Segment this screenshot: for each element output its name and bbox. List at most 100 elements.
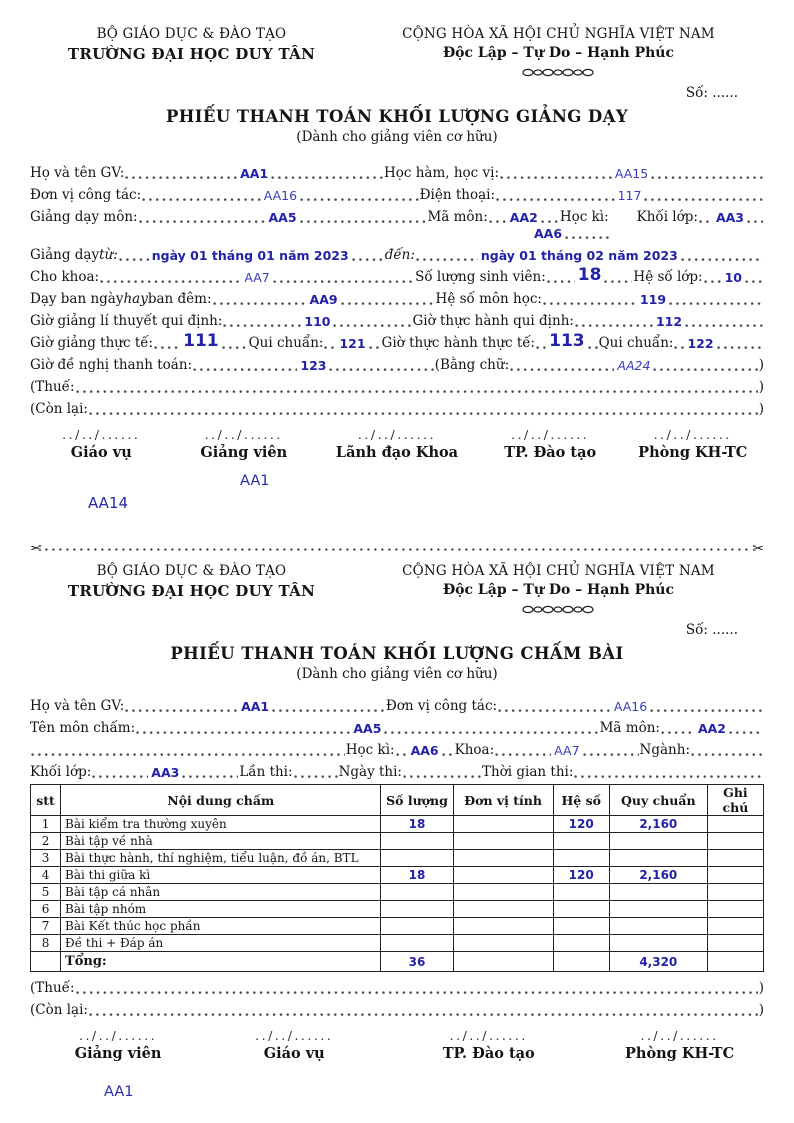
- cell-note: [706, 900, 765, 918]
- cell-note: [706, 832, 765, 850]
- dots-leader: [574, 768, 763, 780]
- dots-leader: [333, 317, 412, 329]
- cell-quantity: [380, 934, 454, 952]
- table-row: 7 Bài Kết thúc học phần: [29, 917, 765, 935]
- dots-leader: [88, 405, 758, 417]
- cell-stt: 2: [29, 832, 62, 850]
- field-value: AA5: [353, 721, 382, 736]
- form-line: Giờ giảng lí thuyết qui định: 110 Giờ thực…: [30, 307, 764, 329]
- cell-coefficient: [552, 849, 610, 867]
- cell-unit: [452, 815, 554, 833]
- signature-role-label: Giảng viên: [74, 1045, 162, 1062]
- field-label: Hệ số môn học:: [435, 291, 542, 307]
- signature-cell: ../../...... Giáo vụ: [206, 1028, 382, 1062]
- cell-stt: 1: [29, 815, 62, 833]
- form-line: (Thuế:): [30, 373, 764, 395]
- field-value: AA3: [715, 210, 744, 225]
- dots-leader: [293, 768, 338, 780]
- field-label: Mã môn:: [427, 209, 488, 225]
- dots-leader: [368, 339, 381, 351]
- field-value: 122: [687, 336, 714, 351]
- header-section2: BỘ GIÁO DỤC & ĐÀO TẠO TRƯỜNG ĐẠI HỌC DUY…: [30, 563, 764, 618]
- field-label: Thời gian thi:: [481, 764, 574, 780]
- form1-signature-row: ../../...... Giáo vụ ../../...... Giảng viê…: [30, 427, 764, 461]
- dots-leader: [604, 273, 633, 285]
- cell-content: Bài thực hành, thí nghiệm, tiểu luận, đồ…: [60, 849, 382, 867]
- signature-cell: ../../...... Giảng viên: [173, 427, 316, 461]
- cut-dotted-line: [44, 547, 750, 551]
- dots-leader: [351, 251, 384, 263]
- dots-leader: [193, 361, 298, 373]
- dots-leader: [540, 213, 559, 225]
- field-label: Giảng dạy: [30, 247, 100, 263]
- form-line: AA6: [30, 225, 764, 241]
- dots-leader: [660, 724, 695, 736]
- field-label: Ngành:: [639, 742, 690, 758]
- field-value: AA9: [309, 292, 338, 307]
- dots-leader: [92, 768, 149, 780]
- cell-quantity: [380, 849, 454, 867]
- cell-content: Bài tập về nhà: [60, 832, 382, 850]
- signature-role-label: Phòng KH-TC: [638, 444, 748, 461]
- signature-date-placeholder: ../../......: [640, 1028, 719, 1043]
- form-line: (Còn lại:): [30, 996, 764, 1018]
- grading-table-body: 1 Bài kiểm tra thường xuyên 18 120 2,160 2 Bài…: [29, 815, 765, 972]
- dots-leader: [674, 339, 685, 351]
- field-label: Hệ số lớp:: [633, 269, 703, 285]
- dots-leader: [324, 339, 337, 351]
- field-value: 111: [183, 331, 219, 351]
- field-value: 117: [617, 188, 642, 203]
- field-label: Ngày thi:: [338, 764, 402, 780]
- cell-unit: [452, 866, 554, 884]
- cell-quantity: [380, 832, 454, 850]
- chain-divider-icon: [353, 65, 764, 81]
- signature-date-placeholder: ../../......: [204, 427, 283, 442]
- cell-stt: 4: [29, 866, 62, 884]
- dots-leader: [669, 295, 763, 307]
- form-line: Họ và tên GV: AA1 Đơn vị công tác: AA16: [30, 692, 764, 714]
- signature-role-label: Giáo vụ: [70, 444, 132, 461]
- field-value: AA7: [554, 743, 580, 758]
- dots-leader: [75, 383, 758, 395]
- cell-unit: [452, 917, 554, 935]
- cell-standard: [608, 917, 708, 935]
- cell-coefficient: [552, 934, 610, 952]
- signature-date-placeholder: ../../......: [255, 1028, 334, 1043]
- grading-table: stt Nội dung chấm Số lượng Đơn vị tính Hệ số…: [29, 784, 765, 972]
- scissors-icon: ✂: [30, 541, 42, 557]
- form2-signature-row: ../../...... Giảng viên ../../...... Giáo v…: [30, 1028, 764, 1062]
- signature-date-placeholder: ../../......: [653, 427, 732, 442]
- dots-leader: [340, 295, 435, 307]
- dots-leader: [546, 273, 575, 285]
- signature-role-label: TP. Đào tạo: [442, 1045, 535, 1062]
- field-value: 112: [655, 314, 683, 329]
- table-header-row: stt Nội dung chấm Số lượng Đơn vị tính Hệ số…: [29, 784, 765, 816]
- field-label: (Thuế:: [30, 379, 75, 395]
- dots-leader: [100, 273, 242, 285]
- field-label: Học kì:: [559, 209, 609, 225]
- dots-leader: [329, 361, 434, 373]
- cell-note: [706, 917, 765, 935]
- dots-leader: [75, 984, 758, 996]
- field-label: Khối lớp:: [636, 209, 698, 225]
- cell-standard: [608, 934, 708, 952]
- field-value: AA24: [617, 358, 651, 373]
- field-label: Họ và tên GV:: [30, 165, 125, 181]
- signature-cell: ../../...... Phòng KH-TC: [621, 427, 764, 461]
- header-left: BỘ GIÁO DỤC & ĐÀO TẠO TRƯỜNG ĐẠI HỌC DUY…: [30, 563, 353, 618]
- cell-unit: [452, 832, 554, 850]
- cell-note: [706, 934, 765, 952]
- field-label: ): [758, 401, 764, 417]
- field-label: Giờ giảng lí thuyết qui định:: [30, 313, 223, 329]
- field-label: Giờ đề nghị thanh toán:: [30, 357, 193, 373]
- dots-leader: [495, 746, 552, 758]
- form-line: Cho khoa: AA7 Số lượng sinh viên: 18 Hệ số l…: [30, 263, 764, 285]
- form2-subtitle: (Dành cho giảng viên cơ hữu): [296, 666, 498, 682]
- cell-stt: 5: [29, 883, 62, 901]
- dots-leader: [415, 251, 478, 263]
- field-label: Điện thoại:: [419, 187, 495, 203]
- column-header: Quy chuẩn: [608, 784, 708, 816]
- form-line: (Còn lại:): [30, 395, 764, 417]
- cell-quantity: [380, 900, 454, 918]
- field-value: 121: [339, 336, 366, 351]
